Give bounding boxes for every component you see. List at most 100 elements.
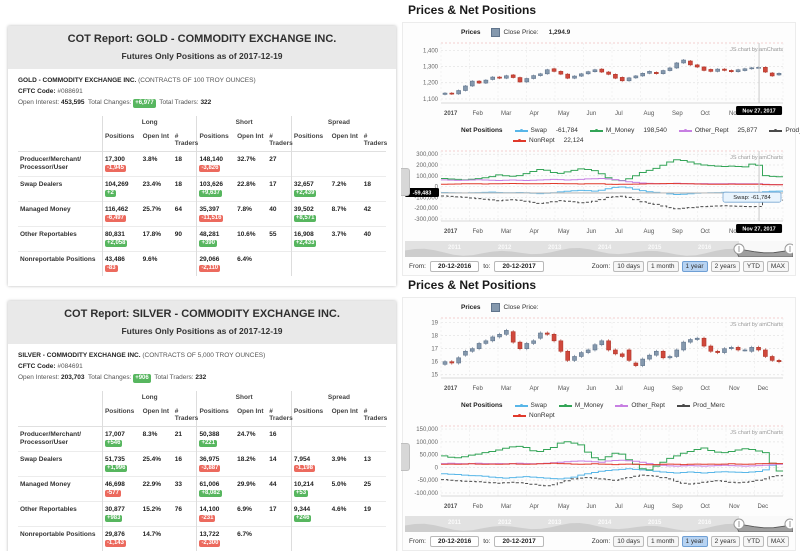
legend-entry-prod-merc[interactable]: Prod_Merc — [676, 402, 725, 409]
cell-num-traders: 19 — [362, 502, 386, 527]
cell-num-traders — [267, 527, 291, 551]
zoom-button-1-month[interactable]: 1 month — [647, 261, 679, 272]
zoom-button-2-years[interactable]: 2 years — [710, 261, 740, 272]
net-positions-chart[interactable]: 150,000 100,000 50,000 0 -50,000 -100,000 2017… — [405, 422, 793, 516]
candle — [572, 75, 577, 79]
price-legend-title: Prices — [461, 304, 481, 311]
positions-table: Long Short Spread Positions Open Int # Trader… — [18, 116, 387, 277]
candle — [715, 68, 720, 72]
report-body: SILVER - COMMODITY EXCHANGE INC. (CONTRA… — [8, 344, 396, 551]
x-axis-month-label: May — [558, 229, 569, 235]
legend-entry-nonrept[interactable]: NonRept 22,124 — [513, 137, 584, 144]
subheader-traders: # Traders — [363, 408, 388, 422]
net-positions-chart[interactable]: 300,000 200,000 100,000 0 -100,000 -200,000 -3… — [405, 147, 793, 241]
legend-entry-swap[interactable]: Swap -61,784 — [514, 127, 578, 134]
legend-entry-other-rept[interactable]: Other_Rept 25,877 — [678, 127, 757, 134]
legend-entry-nonrept[interactable]: NonRept — [513, 412, 555, 419]
zoom-button-1-month[interactable]: 1 month — [647, 536, 679, 547]
zoom-button-10-days[interactable]: 10 days — [613, 261, 644, 272]
scrollbar-handle-right[interactable] — [784, 518, 793, 530]
chart-scrollbar[interactable]: 2011 2012 2013 2014 2015 2016 — [405, 516, 793, 532]
x-axis-month-label: Aug — [644, 504, 655, 510]
subheader-positions: Positions — [101, 129, 141, 152]
y-axis-tick-label: 18 — [431, 334, 438, 340]
svg-text:Nov 27, 2017: Nov 27, 2017 — [742, 227, 775, 233]
price-chart[interactable]: 1,400 1,300 1,200 1,100 2017 Feb Mar Apr May Jun J… — [405, 37, 793, 125]
candle — [463, 85, 468, 91]
zoom-button-ytd[interactable]: YTD — [742, 261, 764, 272]
cell-num-traders: 55 — [267, 227, 291, 252]
zoom-button-ytd[interactable]: YTD — [742, 536, 764, 547]
cell-num-traders — [173, 252, 197, 277]
cell-open-interest: 7.2% — [330, 177, 362, 202]
legend-entry-swap[interactable]: Swap — [514, 402, 547, 409]
y-axis-tick-label: -100,000 — [414, 195, 438, 201]
chart-side-tab[interactable] — [401, 168, 410, 196]
report-header: COT Report: SILVER - COMMODITY EXCHANGE … — [8, 301, 396, 344]
candle — [633, 362, 639, 366]
scrollbar-year-label: 2012 — [498, 245, 512, 251]
num-traders-value: 17 — [269, 181, 277, 188]
legend-entry-other-rept[interactable]: Other_Rept — [615, 402, 665, 409]
legend-series-value: -61,784 — [555, 127, 578, 134]
cell-open-interest: 23.4% — [141, 177, 173, 202]
position-value: 103,626 — [199, 181, 223, 188]
scrollbar-handle-right[interactable] — [784, 243, 793, 255]
legend-entry-m-money[interactable]: M_Money 198,540 — [589, 127, 667, 134]
candle — [647, 71, 652, 74]
instrument-line: SILVER - COMMODITY EXCHANGE INC. (CONTRA… — [18, 352, 386, 360]
scrollbar-year-label: 2014 — [598, 520, 612, 526]
candle — [708, 345, 714, 352]
change-badge: -3,887 — [199, 465, 221, 472]
open-interest-value: 17.8% — [142, 231, 162, 238]
chart-scrollbar[interactable]: 2011 2012 2013 2014 2015 2016 — [405, 241, 793, 257]
candle — [660, 70, 666, 74]
change-badge: -577 — [104, 490, 121, 497]
total-traders-label: Total Traders: — [159, 99, 199, 106]
from-date-input[interactable]: 20-12-2016 — [429, 536, 480, 547]
candle — [456, 357, 461, 364]
cell-open-interest: 5.0% — [330, 477, 362, 502]
zoom-button-1-year[interactable]: 1 year — [681, 536, 708, 547]
y-axis-tick-label: -300,000 — [414, 217, 438, 223]
position-value: 29,066 — [199, 256, 220, 263]
cell-positions: 30,877 +983 — [101, 501, 141, 527]
legend-entry-m-money[interactable]: M_Money — [558, 402, 603, 409]
zoom-button-max[interactable]: MAX — [766, 261, 789, 272]
candle — [551, 334, 557, 342]
cell-open-interest: 18.2% — [235, 452, 267, 477]
close-price-value: 1,294.9 — [548, 29, 571, 36]
open-interest-value: 203,703 — [61, 374, 85, 381]
chart-side-tab[interactable] — [401, 443, 410, 471]
cell-open-interest: 10.6% — [235, 227, 267, 252]
net-legend-title: Net Positions — [461, 402, 503, 409]
candle — [497, 76, 502, 79]
open-interest-label: Open Interest: — [18, 374, 60, 381]
y-axis-tick-label: 50,000 — [420, 453, 439, 459]
scrollbar-wave — [405, 241, 793, 257]
legend-entry-prod-merc[interactable]: Prod_Merc-184,757 — [769, 127, 800, 134]
total-traders-label: Total Traders: — [154, 374, 194, 381]
zoom-button-max[interactable]: MAX — [766, 536, 789, 547]
open-interest-line: Open Interest: 453,595 Total Changes: +6… — [18, 99, 386, 108]
cell-open-interest — [330, 427, 362, 452]
zoom-button-1-year[interactable]: 1 year — [681, 261, 708, 272]
to-date-input[interactable]: 20-12-2017 — [494, 536, 544, 547]
group-header-long: Long — [101, 116, 197, 129]
zoom-button-2-years[interactable]: 2 years — [710, 536, 740, 547]
scrollbar-year-label: 2016 — [698, 520, 712, 526]
cell-num-traders — [173, 527, 197, 551]
cell-positions: 9,344 +246 — [290, 501, 330, 527]
total-changes-label: Total Changes: — [88, 374, 132, 381]
num-traders-value: 40 — [363, 231, 371, 238]
net-positions-legend: Net Positions Swap -61,784 M_Money 198,540 Ot… — [461, 127, 800, 134]
price-legend-title: Prices — [461, 29, 481, 36]
price-chart[interactable]: 19 18 17 16 15 2017 Feb Mar Apr May Jun Jul Aug Sep Oc… — [405, 312, 793, 400]
zoom-button-10-days[interactable]: 10 days — [613, 536, 644, 547]
y-axis-tick-label: 19 — [431, 321, 438, 327]
to-date-input[interactable]: 20-12-2017 — [494, 261, 544, 272]
cell-positions — [290, 526, 330, 551]
from-date-input[interactable]: 20-12-2016 — [429, 261, 480, 272]
open-interest-value: 29.9% — [237, 481, 256, 488]
cell-open-interest: 8.7% — [330, 202, 362, 227]
